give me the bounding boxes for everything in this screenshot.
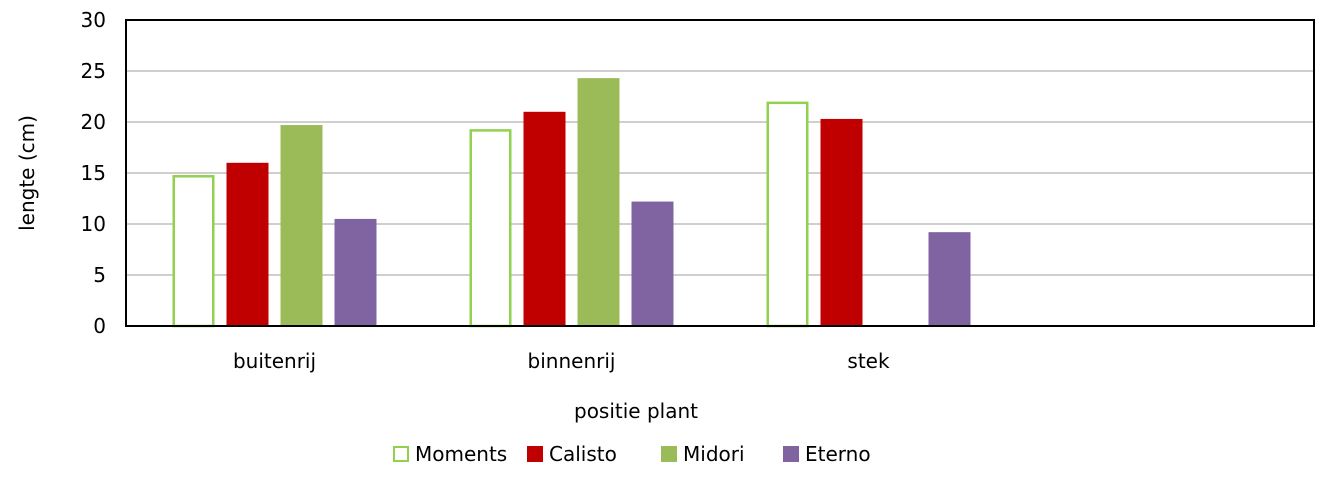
y-axis-ticks: 0 5 10 15 20 25 30 xyxy=(81,8,106,338)
bar-calisto-stek xyxy=(820,118,863,326)
y-tick-label: 15 xyxy=(81,161,106,185)
y-tick-label: 5 xyxy=(93,263,106,287)
y-tick-label: 10 xyxy=(81,212,106,236)
legend-item-calisto: Calisto xyxy=(527,442,617,466)
bar-eterno-buitenrij xyxy=(334,218,377,326)
legend-label: Eterno xyxy=(805,442,871,466)
legend-swatch-eterno xyxy=(783,446,799,462)
bar-moments-buitenrij xyxy=(172,175,215,328)
legend-label: Calisto xyxy=(549,442,617,466)
bar-midori-buitenrij xyxy=(280,125,323,326)
bar-eterno-binnenrij xyxy=(631,201,674,326)
bars xyxy=(172,78,971,328)
legend: Moments Calisto Midori Eterno xyxy=(393,442,871,466)
bar-moments-binnenrij xyxy=(469,129,512,328)
bar-midori-binnenrij xyxy=(577,78,620,326)
bar-calisto-binnenrij xyxy=(523,111,566,326)
bar-eterno-stek xyxy=(928,232,971,326)
x-category-label: buitenrij xyxy=(233,349,316,373)
legend-label: Midori xyxy=(683,442,745,466)
legend-item-midori: Midori xyxy=(661,442,745,466)
y-axis-title: lengte (cm) xyxy=(15,115,39,231)
bar-calisto-buitenrij xyxy=(226,162,269,326)
x-axis-title: positie plant xyxy=(574,399,698,423)
legend-item-moments: Moments xyxy=(393,442,507,466)
bar-moments-stek xyxy=(766,101,809,328)
legend-label: Moments xyxy=(415,442,507,466)
x-category-label: binnenrij xyxy=(528,349,616,373)
x-axis-categories: buitenrij binnenrij stek xyxy=(233,349,890,373)
y-tick-label: 30 xyxy=(81,8,106,32)
gridlines xyxy=(126,70,1314,276)
y-tick-label: 20 xyxy=(81,110,106,134)
plot-area-border xyxy=(125,19,1315,327)
legend-item-eterno: Eterno xyxy=(783,442,871,466)
legend-swatch-midori xyxy=(661,446,677,462)
legend-swatch-calisto xyxy=(527,446,543,462)
y-tick-label: 25 xyxy=(81,59,106,83)
y-tick-label: 0 xyxy=(93,314,106,338)
legend-swatch-moments xyxy=(393,446,409,462)
x-category-label: stek xyxy=(847,349,890,373)
